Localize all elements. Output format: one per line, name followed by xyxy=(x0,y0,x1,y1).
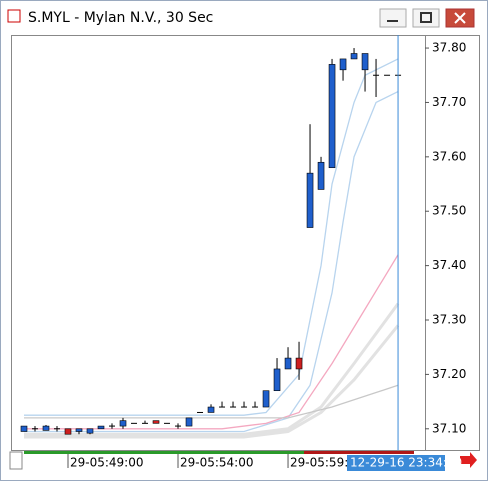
indicator-line xyxy=(23,90,399,433)
indicator-line xyxy=(23,58,399,416)
y-tick-label: 37.70 xyxy=(432,95,466,109)
x-tick-label: 29-05:59:00 xyxy=(290,456,364,470)
candle-body xyxy=(306,172,314,228)
y-tick-label: 37.20 xyxy=(432,367,466,381)
candle-body xyxy=(64,428,72,435)
y-tick-label: 37.60 xyxy=(432,149,466,163)
candle-body xyxy=(350,53,358,60)
candle-body xyxy=(317,161,325,190)
maximize-icon xyxy=(420,12,432,23)
candle-body xyxy=(328,64,336,169)
candle-body xyxy=(86,428,94,434)
x-tick-label: 29-05:54:00 xyxy=(180,456,254,470)
scroll-right-arrow[interactable] xyxy=(460,452,477,468)
x-tick-label: 29-05:49:00 xyxy=(70,456,144,470)
candle-body xyxy=(207,406,215,413)
window-title: S.MYL - Mylan N.V., 30 Sec xyxy=(28,10,213,26)
candle-body xyxy=(295,357,303,370)
plot-area xyxy=(11,35,426,451)
scroll-box[interactable] xyxy=(9,451,23,470)
candle-body xyxy=(273,368,281,392)
minimize-button[interactable] xyxy=(379,8,407,28)
y-tick-label: 37.30 xyxy=(432,313,466,327)
y-tick-label: 37.10 xyxy=(432,421,466,435)
candle-body xyxy=(97,425,105,430)
candle-body xyxy=(185,417,193,427)
session-bar xyxy=(24,451,304,454)
candle-body xyxy=(152,420,160,424)
candle-body xyxy=(119,420,127,427)
y-tick-label: 37.80 xyxy=(432,41,466,55)
close-icon xyxy=(454,12,466,24)
session-bar-late xyxy=(304,451,414,454)
candle-body xyxy=(339,58,347,71)
y-tick-label: 37.40 xyxy=(432,258,466,272)
maximize-button[interactable] xyxy=(412,8,440,28)
cursor-label-bg xyxy=(347,455,445,471)
indicator-line xyxy=(23,324,400,439)
cursor-label: 12-29-16 23:34:00 xyxy=(350,456,462,470)
indicator-line xyxy=(23,384,399,419)
candle-body xyxy=(42,425,50,431)
y-tick-label: 37.50 xyxy=(432,204,466,218)
candle-body xyxy=(20,425,28,432)
candle-body xyxy=(361,53,369,71)
price-axis xyxy=(425,35,480,451)
candle-body xyxy=(262,390,270,408)
candle-body xyxy=(284,357,292,370)
indicator-line xyxy=(23,302,400,436)
app-icon xyxy=(7,9,21,23)
candle-body xyxy=(75,428,83,432)
